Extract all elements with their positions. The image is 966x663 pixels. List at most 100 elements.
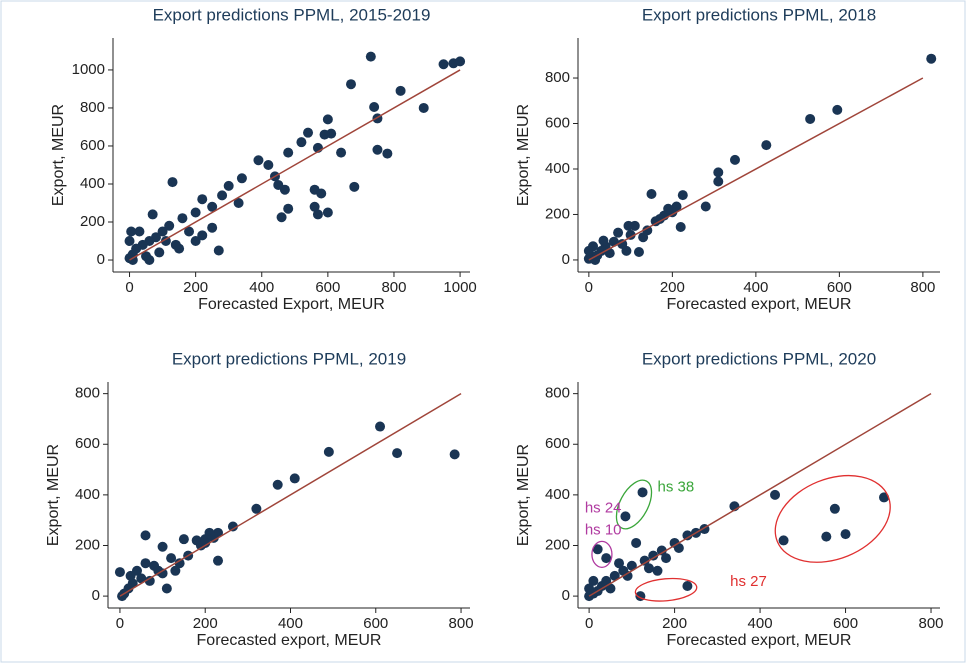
point — [879, 492, 890, 503]
point — [200, 537, 211, 548]
point — [652, 565, 663, 576]
point — [805, 113, 816, 124]
point — [661, 553, 672, 564]
point — [821, 531, 832, 542]
annotation: hs 24 — [585, 500, 622, 517]
point — [449, 449, 460, 460]
point — [319, 129, 330, 140]
point — [161, 583, 172, 594]
point — [604, 248, 615, 259]
x-axis-label: Forecasted export, MEUR — [667, 296, 852, 313]
highlight-ellipse — [774, 474, 891, 563]
point — [184, 226, 195, 237]
point — [134, 226, 145, 237]
y-tick-label: 1000 — [72, 61, 105, 78]
y-tick-label: 200 — [80, 213, 105, 230]
point — [114, 567, 125, 578]
x-tick-label: 200 — [183, 279, 208, 296]
x-tick-label: 600 — [315, 279, 340, 296]
y-axis-label: Export, MEUR — [50, 104, 67, 206]
annotation: hs 27 — [730, 573, 767, 590]
point — [170, 565, 181, 576]
point — [197, 194, 208, 205]
point — [296, 137, 307, 148]
chart-title: Export predictions PPML, 2020 — [642, 349, 876, 368]
point — [623, 220, 634, 231]
x-axis-label: Forecasted export, MEUR — [197, 632, 382, 649]
point — [643, 563, 654, 574]
chart-title: Export predictions PPML, 2015-2019 — [153, 5, 431, 24]
point — [673, 543, 684, 554]
point — [349, 181, 360, 192]
chart-title: Export predictions PPML, 2019 — [172, 349, 406, 368]
point — [729, 154, 740, 165]
point — [336, 147, 347, 158]
x-tick-label: 800 — [449, 615, 474, 632]
point — [346, 79, 356, 90]
point — [272, 479, 283, 490]
point — [639, 555, 650, 566]
point — [309, 201, 320, 212]
y-tick-label: 600 — [75, 435, 100, 452]
point — [375, 421, 386, 432]
y-tick-label: 200 — [75, 536, 100, 553]
chart-title: Export predictions PPML, 2018 — [642, 5, 876, 24]
point — [620, 511, 631, 522]
point — [178, 534, 189, 545]
y-tick-label: 800 — [75, 385, 100, 402]
point — [700, 201, 711, 212]
point — [418, 102, 429, 113]
point — [778, 535, 789, 546]
point — [633, 246, 644, 257]
point — [136, 573, 147, 584]
point — [365, 51, 376, 62]
point — [770, 489, 781, 500]
point — [372, 144, 383, 155]
point — [236, 173, 247, 184]
x-tick-label: 600 — [827, 279, 852, 296]
point — [626, 560, 637, 571]
point — [140, 530, 151, 541]
y-axis-label: Export, MEUR — [45, 444, 62, 546]
point — [648, 550, 659, 561]
point — [124, 236, 135, 247]
y-axis-label: Export, MEUR — [515, 104, 532, 206]
point — [157, 541, 168, 552]
point — [382, 148, 393, 159]
highlight-ellipse — [615, 479, 653, 530]
y-tick-label: 800 — [545, 69, 570, 86]
y-tick-label: 400 — [545, 160, 570, 177]
point — [208, 532, 219, 543]
point — [312, 209, 323, 220]
y-tick-label: 200 — [545, 536, 570, 553]
annotation: hs 10 — [585, 521, 622, 538]
point — [289, 473, 300, 484]
point — [832, 104, 843, 115]
point — [584, 583, 595, 594]
y-tick-label: 600 — [545, 114, 570, 131]
x-tick-label: 800 — [381, 279, 406, 296]
point — [675, 221, 686, 232]
x-axis-label: Forecasted Export, MEUR — [198, 296, 385, 313]
point — [682, 530, 693, 541]
x-axis-label: Forecasted export, MEUR — [667, 632, 852, 649]
point — [164, 220, 175, 231]
annotation: hs 38 — [657, 479, 694, 496]
y-tick-label: 400 — [545, 486, 570, 503]
point — [713, 176, 724, 187]
point — [631, 537, 642, 548]
point — [840, 529, 851, 540]
point — [438, 59, 449, 70]
y-tick-label: 400 — [80, 175, 105, 192]
y-tick-label: 800 — [80, 99, 105, 116]
point — [677, 190, 688, 201]
point — [323, 446, 334, 457]
point — [761, 140, 772, 151]
fit-line — [588, 77, 924, 261]
y-tick-label: 0 — [562, 587, 570, 604]
point — [682, 580, 693, 591]
x-tick-label: 0 — [116, 615, 124, 632]
point — [217, 190, 228, 201]
